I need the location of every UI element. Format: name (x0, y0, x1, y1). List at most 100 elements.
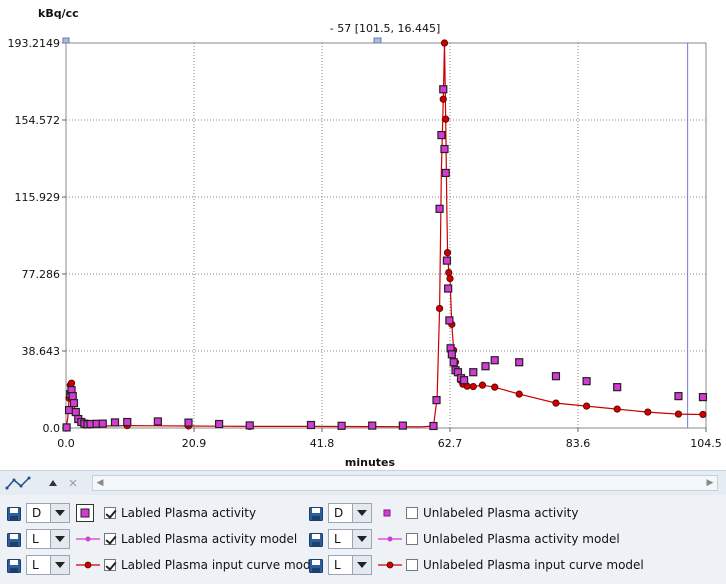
plasma-activity-point (441, 168, 450, 178)
series-symbol-icon[interactable] (75, 529, 101, 549)
plasma-activity-point (153, 417, 162, 426)
series-label: Unlabeled Plasma activity model (423, 532, 620, 546)
y-axis-label: kBq/cc (38, 7, 79, 20)
style-select-value: D (32, 506, 42, 520)
style-select[interactable]: L (328, 555, 372, 575)
input-curve-model-point (67, 379, 76, 387)
series-label: Labled Plasma activity model (121, 532, 298, 546)
series-symbol-icon[interactable] (75, 555, 101, 575)
legend-row: L Labled Plasma input curve model (7, 553, 321, 577)
legend-row: L Labled Plasma activity model (7, 527, 297, 551)
chevron-down-icon[interactable] (352, 504, 371, 522)
up-arrow-icon[interactable] (46, 474, 60, 492)
input-curve-model-point (699, 410, 707, 419)
legend-row: L Unlabeled Plasma activity model (309, 527, 620, 551)
style-select[interactable]: D (328, 503, 372, 523)
plasma-activity-point (432, 396, 441, 405)
style-select[interactable]: D (26, 503, 70, 523)
plasma-activity-point (515, 358, 524, 367)
plasma-activity-point (674, 392, 683, 401)
chevron-down-icon[interactable] (50, 530, 69, 548)
series-visibility-checkbox[interactable] (406, 507, 418, 519)
plasma-activity-point (445, 316, 454, 325)
series-symbol-icon[interactable] (377, 503, 403, 523)
plot-canvas[interactable]: kBq/cc minutes - 57 [101.5, 16.445] 0.0 2… (0, 0, 726, 470)
legend-row: D Labled Plasma activity (7, 501, 256, 525)
series-symbol-icon[interactable] (377, 555, 403, 575)
curve-style-icon[interactable] (4, 474, 32, 492)
plasma-activity-point (68, 392, 77, 401)
input-curve-model-point (491, 383, 499, 391)
x-tick-label: 41.8 (310, 437, 335, 450)
series-label: Labled Plasma activity (121, 506, 257, 520)
x-tick-label: 62.7 (438, 437, 463, 450)
y-tick-label: 115.929 (15, 191, 61, 204)
input-curve-model-point (446, 274, 454, 283)
input-curve-model-point (442, 115, 450, 123)
style-select-value: D (334, 506, 344, 520)
curve-legend-panel: D Labled Plasma activity L Labled Plasma ac… (0, 495, 726, 584)
plasma-activity-point (435, 204, 444, 213)
y-tick-label: 0.0 (43, 422, 61, 435)
save-icon[interactable] (7, 532, 21, 547)
plasma-activity-point (398, 421, 407, 430)
input-curve-model-point (443, 249, 452, 257)
y-tick-label: 77.286 (22, 268, 61, 281)
plasma-activity-point (368, 421, 377, 430)
input-curve-model-point (435, 304, 444, 313)
chevron-down-icon[interactable] (352, 556, 371, 574)
plasma-activity-point (444, 284, 453, 293)
plasma-activity-point (469, 368, 478, 377)
plot-frame (65, 42, 707, 429)
style-select[interactable]: L (328, 529, 372, 549)
input-curve-model-point (552, 399, 560, 407)
plasma-activity-point (215, 419, 224, 429)
plasma-activity-point (442, 256, 452, 265)
plasma-activity-point (447, 350, 456, 359)
plasma-activity-point (71, 407, 80, 417)
input-curve-model-point (582, 402, 591, 410)
style-select[interactable]: L (26, 529, 70, 549)
input-curve-model-point (613, 405, 621, 413)
chart-toolbar: ✕ ◀ ▶ (0, 470, 726, 495)
input-curve-model-point (674, 410, 683, 418)
x-tick-label: 104.5 (690, 437, 722, 450)
save-icon[interactable] (309, 532, 323, 547)
series-visibility-checkbox[interactable] (406, 533, 418, 545)
series-symbol-icon[interactable] (75, 503, 101, 523)
style-select-value: L (334, 532, 341, 546)
series-label: Unlabeled Plasma input curve model (423, 558, 644, 572)
series-visibility-checkbox[interactable] (406, 559, 418, 571)
plasma-activity-point (551, 372, 561, 381)
save-icon[interactable] (7, 558, 21, 573)
close-icon[interactable]: ✕ (68, 476, 78, 490)
input-curve-model-point (478, 381, 487, 389)
series-visibility-checkbox[interactable] (104, 559, 116, 571)
save-icon[interactable] (309, 558, 323, 573)
chart-panel[interactable]: kBq/cc minutes - 57 [101.5, 16.445] 0.0 2… (0, 0, 726, 470)
plasma-activity-point (490, 356, 499, 365)
input-curve-model-point (644, 408, 652, 416)
plasma-activity-point (429, 421, 438, 431)
plasma-activity-point (698, 393, 708, 402)
plasma-activity-point (449, 358, 458, 367)
chevron-down-icon[interactable] (50, 504, 69, 522)
plasma-activity-point (582, 377, 591, 386)
series-visibility-checkbox[interactable] (104, 533, 116, 545)
scroll-left-icon[interactable]: ◀ (96, 478, 104, 488)
cursor-readout: - 57 [101.5, 16.445] (330, 22, 441, 35)
horizontal-scrollbar[interactable]: ◀ ▶ (92, 475, 718, 491)
input-curve-model-point (440, 39, 449, 47)
series-symbol-icon[interactable] (377, 529, 403, 549)
chevron-down-icon[interactable] (352, 530, 371, 548)
scroll-right-icon[interactable]: ▶ (706, 478, 714, 488)
plasma-activity-point (481, 362, 490, 371)
save-icon[interactable] (309, 506, 323, 521)
plasma-activity-point (245, 421, 254, 430)
series-visibility-checkbox[interactable] (104, 507, 116, 519)
style-select[interactable]: L (26, 555, 70, 575)
x-tick-label: 0.0 (57, 437, 75, 450)
input-curve-model-point (515, 390, 523, 398)
save-icon[interactable] (7, 506, 21, 521)
chevron-down-icon[interactable] (50, 556, 69, 574)
